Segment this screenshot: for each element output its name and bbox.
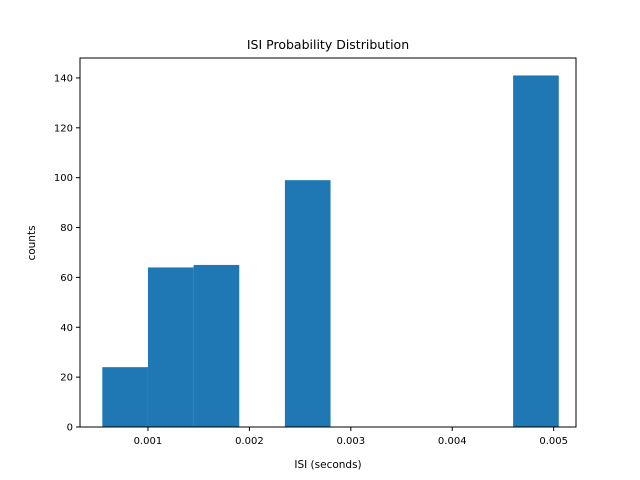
histogram-bar-5: [284, 180, 331, 427]
y-axis-label: counts: [26, 225, 38, 260]
y-tick-label: 80: [60, 223, 73, 234]
histogram-bar-10: [513, 75, 559, 428]
y-tick-label: 0: [67, 423, 73, 434]
y-tick-label: 60: [60, 273, 73, 284]
x-tick-label: 0.003: [337, 436, 366, 447]
y-tick-label: 120: [54, 123, 73, 134]
x-tick-label: 0.002: [235, 436, 264, 447]
histogram-bar-3: [193, 264, 240, 427]
x-axis-label: ISI (seconds): [294, 459, 361, 471]
y-tick-label: 100: [54, 173, 73, 184]
x-axis-ticks: 0.001 0.002 0.003 0.004 0.005: [134, 427, 568, 447]
y-tick-label: 140: [54, 73, 73, 84]
histogram-bar-1: [102, 367, 148, 427]
x-tick-label: 0.004: [438, 436, 467, 447]
y-tick-label: 20: [60, 373, 73, 384]
chart-title: ISI Probability Distribution: [247, 37, 409, 52]
bars-group: [102, 75, 559, 428]
y-tick-label: 40: [60, 323, 73, 334]
plot-frame: [79, 57, 577, 428]
x-tick-label: 0.001: [134, 436, 163, 447]
y-axis-ticks: 0 20 40 60 80 100 120 140: [54, 73, 80, 434]
histogram-bar-2: [147, 267, 194, 427]
x-tick-label: 0.005: [539, 436, 568, 447]
